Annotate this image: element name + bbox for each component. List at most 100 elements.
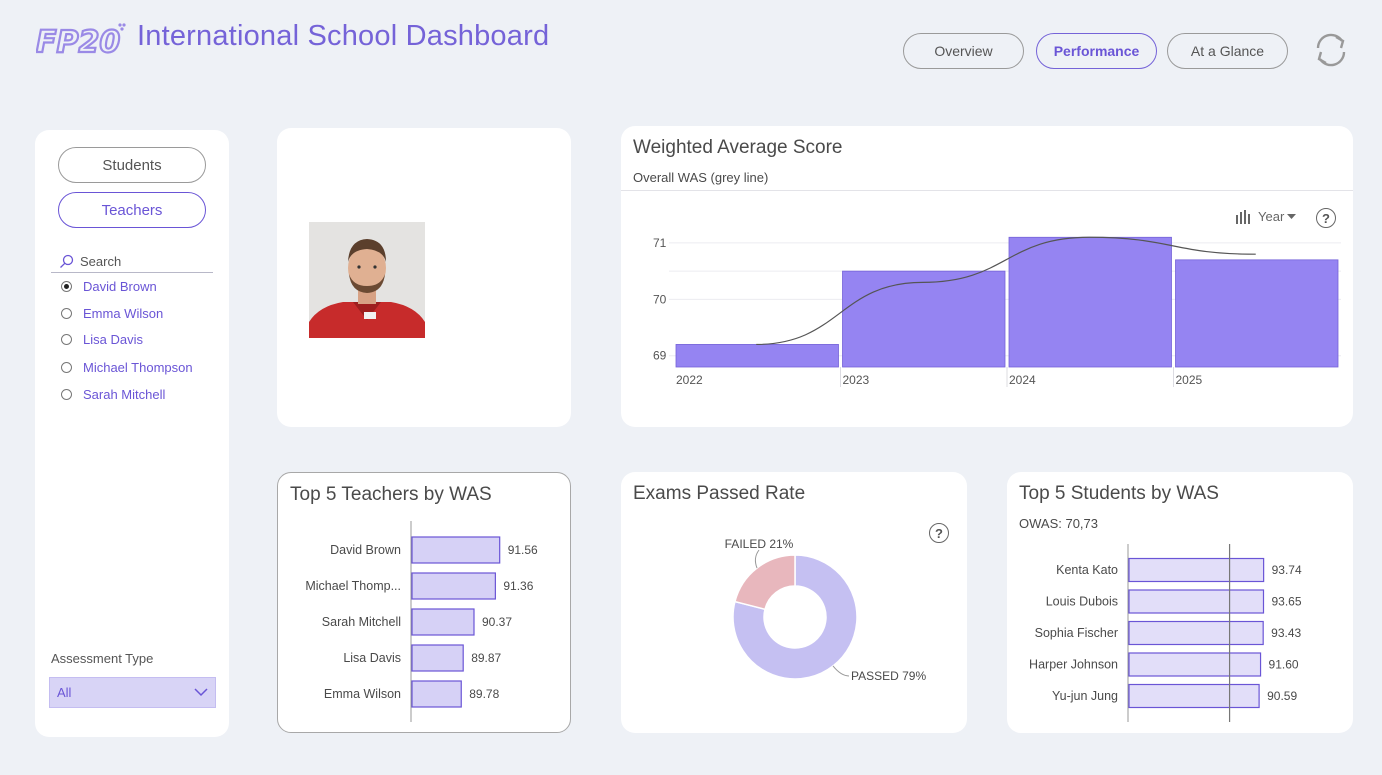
exams-donut-chart: PASSED 79% FAILED 21% (725, 537, 927, 683)
bar-2024[interactable] (1008, 236, 1172, 368)
teachers-toggle-button[interactable]: Teachers (58, 192, 206, 228)
bar-2023[interactable] (842, 270, 1006, 368)
chevron-down-icon (194, 688, 208, 697)
bar-kenta-kato[interactable] (1128, 557, 1265, 583)
was-chart-subtitle: Overall WAS (grey line) (633, 170, 769, 185)
top-students-bar-chart: Kenta Kato 93.74 Louis Dubois 93.65 Sophia F… (1007, 472, 1353, 733)
bar-emma-wilson[interactable] (411, 680, 462, 708)
help-icon[interactable]: ? (929, 523, 949, 543)
was-chart-card: Weighted Average Score Overall WAS (grey… (621, 126, 1353, 427)
bar-sophia-fischer[interactable] (1128, 620, 1264, 646)
leader-line (754, 549, 760, 569)
overall-was-line (756, 236, 1256, 346)
help-icon[interactable]: ? (1316, 208, 1336, 228)
teacher-photo-card (277, 128, 571, 427)
bar-chart-icon (1236, 209, 1250, 224)
value-label: 91.56 (508, 543, 538, 557)
category-label: Yu-jun Jung (1052, 689, 1118, 703)
bar-michael-thomp---[interactable] (411, 572, 496, 600)
nav-performance-button[interactable]: Performance (1036, 33, 1157, 69)
bar-lisa-davis[interactable] (411, 644, 464, 672)
x-tick-label: 2024 (1009, 373, 1036, 387)
bar-2025[interactable] (1175, 259, 1339, 368)
bar-david-brown[interactable] (411, 536, 501, 564)
person-name: Lisa Davis (83, 332, 143, 347)
assessment-type-value: All (57, 685, 72, 700)
refresh-icon[interactable] (1312, 31, 1350, 69)
value-label: 93.43 (1271, 626, 1301, 640)
category-label: Michael Thomp... (305, 579, 401, 593)
students-toggle-button[interactable]: Students (58, 147, 206, 183)
bar-louis-dubois[interactable] (1128, 589, 1265, 614)
x-tick-label: 2022 (676, 373, 703, 387)
person-option[interactable]: Emma Wilson (61, 306, 163, 321)
teacher-photo (309, 222, 425, 338)
assessment-type-select[interactable]: All (49, 677, 216, 708)
value-label: 91.36 (503, 579, 533, 593)
value-label: 93.74 (1272, 563, 1302, 577)
filter-sidebar: Students Teachers Search David Brown Emm… (35, 130, 229, 737)
exams-passed-card: Exams Passed Rate ? PASSED 79% FAILED 21% (621, 472, 967, 733)
value-label: 89.87 (471, 651, 501, 665)
search-icon (60, 254, 74, 268)
top-teachers-title: Top 5 Teachers by WAS (290, 484, 492, 505)
exams-passed-title: Exams Passed Rate (633, 483, 806, 504)
search-input[interactable]: Search (51, 250, 213, 273)
fp20-logo: FP20 (36, 23, 126, 56)
person-option[interactable]: Lisa Davis (61, 332, 143, 347)
assessment-type-label: Assessment Type (51, 651, 154, 666)
category-label: David Brown (330, 543, 401, 557)
person-name: Sarah Mitchell (83, 387, 166, 402)
category-label: Sarah Mitchell (322, 615, 401, 629)
donut-slice[interactable] (732, 554, 858, 680)
nav-overview-button[interactable]: Overview (903, 33, 1024, 69)
top-students-card: Top 5 Students by WAS OWAS: 70,73 Kenta … (1007, 472, 1353, 733)
logo-text: FP20 (36, 25, 120, 56)
y-tick-label: 70 (653, 292, 667, 306)
bar-harper-johnson[interactable] (1128, 652, 1262, 677)
donut-slice[interactable] (734, 554, 796, 611)
person-name: David Brown (83, 279, 157, 294)
page-title: International School Dashboard (137, 20, 550, 52)
radio-icon (61, 334, 72, 345)
top-teachers-bar-chart: David Brown 91.56 Michael Thomp... 91.36 Sar… (278, 473, 570, 732)
nav-at-a-glance-button[interactable]: At a Glance (1167, 33, 1288, 69)
value-label: 90.37 (482, 615, 512, 629)
person-name: Michael Thompson (83, 360, 193, 375)
x-tick-label: 2025 (1176, 373, 1203, 387)
owas-subtitle: OWAS: 70,73 (1019, 516, 1098, 531)
was-chart-title: Weighted Average Score (633, 137, 843, 158)
top-students-title: Top 5 Students by WAS (1019, 483, 1219, 504)
value-label: 93.65 (1271, 595, 1301, 609)
category-label: Louis Dubois (1046, 595, 1118, 609)
person-name: Emma Wilson (83, 306, 164, 321)
y-tick-label: 69 (653, 349, 667, 363)
person-option[interactable]: David Brown (61, 279, 157, 294)
radio-selected-icon (61, 281, 72, 292)
leader-line (832, 665, 850, 677)
y-tick-label: 71 (653, 236, 667, 250)
person-option[interactable]: Michael Thompson (61, 360, 193, 375)
bar-2022[interactable] (675, 344, 839, 368)
was-bar-line-chart: 69 70 71 2022 2023 2024 2025 (653, 236, 1341, 387)
category-label: Sophia Fischer (1035, 626, 1118, 640)
radio-icon (61, 389, 72, 400)
value-label: 90.59 (1267, 689, 1297, 703)
person-option[interactable]: Sarah Mitchell (61, 387, 165, 402)
bar-sarah-mitchell[interactable] (411, 608, 475, 636)
caret-down-icon (1287, 213, 1297, 219)
category-label: Lisa Davis (343, 651, 401, 665)
bar-yu-jun-jung[interactable] (1128, 683, 1260, 709)
value-label: 91.60 (1269, 658, 1299, 672)
radio-icon (61, 362, 72, 373)
top-teachers-card: Top 5 Teachers by WAS David Brown 91.56 Mi… (277, 472, 571, 733)
value-label: 89.78 (469, 687, 499, 701)
granularity-dropdown[interactable]: Year (1235, 209, 1297, 224)
granularity-label: Year (1258, 209, 1285, 224)
slice-label: FAILED 21% (725, 537, 794, 551)
category-label: Harper Johnson (1029, 658, 1118, 672)
radio-icon (61, 308, 72, 319)
search-placeholder: Search (80, 253, 122, 269)
x-tick-label: 2023 (843, 373, 870, 387)
slice-label: PASSED 79% (851, 669, 926, 683)
